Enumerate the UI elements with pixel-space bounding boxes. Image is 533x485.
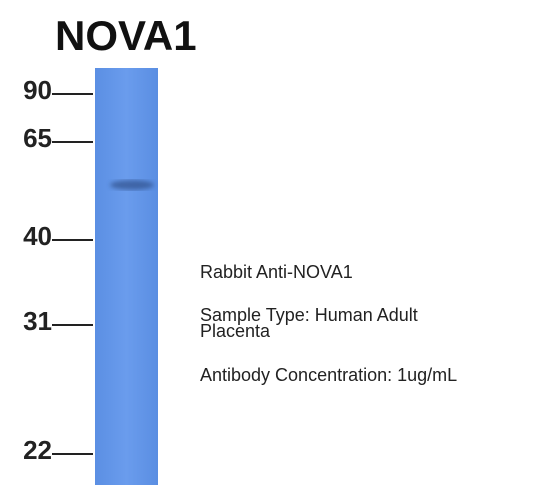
gel-lane [95, 68, 158, 485]
marker-label: 22 [23, 435, 52, 465]
marker-label: 31 [23, 306, 52, 336]
annotation-line: Rabbit Anti-NOVA1 [200, 262, 353, 282]
marker-label: 65 [23, 123, 52, 153]
marker-label: 40 [23, 221, 52, 251]
annotation-line: Antibody Concentration: 1ug/mL [200, 365, 457, 385]
marker-label: 90 [23, 75, 52, 105]
western-blot: NOVA1 90 65 40 31 22 Rabbit Anti-NOVA1Sample… [0, 0, 533, 485]
annotation-line: Placenta [200, 321, 271, 341]
protein-band [110, 180, 154, 190]
blot-title: NOVA1 [55, 12, 197, 59]
marker-ladder: 90 65 40 31 22 [23, 75, 93, 465]
